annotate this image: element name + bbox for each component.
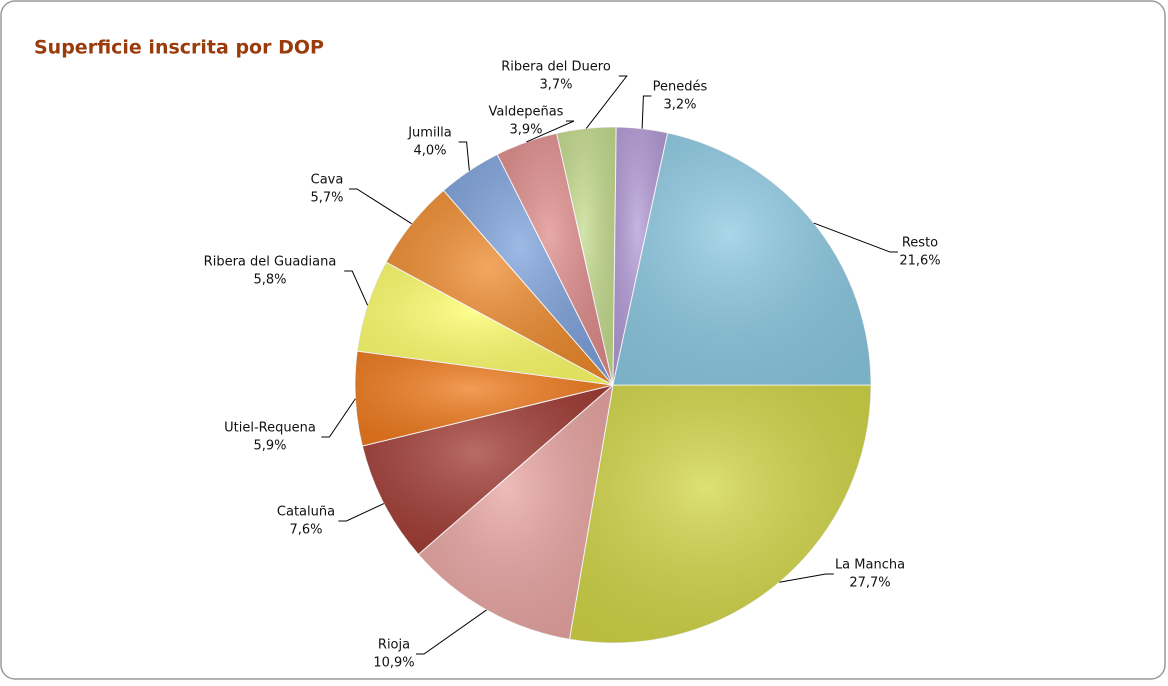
slice-label: Valdepeñas — [489, 105, 564, 120]
leader-line — [641, 95, 652, 129]
leader-line — [585, 75, 628, 129]
slice-value: 4,0% — [413, 144, 446, 159]
slice-value: 5,7% — [310, 191, 343, 206]
slice-value: 21,6% — [899, 254, 940, 269]
slice-value: 3,9% — [509, 123, 542, 138]
slice-label: Penedés — [653, 80, 708, 95]
slice-value: 27,7% — [849, 576, 890, 591]
leader-line — [349, 188, 412, 225]
slice-value: 3,2% — [663, 98, 696, 113]
slice-value: 7,6% — [289, 523, 322, 538]
slice-label: Cava — [311, 173, 344, 188]
leader-line — [813, 222, 898, 253]
slice-value: 5,8% — [253, 273, 286, 288]
leader-line — [344, 270, 369, 306]
leader-line — [458, 141, 470, 171]
leader-line — [416, 609, 487, 655]
slice-value: 3,7% — [539, 78, 572, 93]
slice-value: 5,9% — [253, 439, 286, 454]
slice-label: Rioja — [378, 638, 410, 653]
slice-label: Jumilla — [407, 126, 452, 141]
slice-label: Utiel-Requena — [224, 421, 316, 436]
leader-line — [321, 398, 356, 438]
leader-line — [779, 573, 834, 583]
chart-title: Superficie inscrita por DOP — [34, 37, 324, 59]
leader-line — [338, 503, 385, 522]
leader-line — [526, 120, 575, 143]
slice-label: Ribera del Guadiana — [204, 255, 337, 270]
slice-label: La Mancha — [835, 558, 905, 573]
slice-label: Ribera del Duero — [501, 60, 611, 75]
slice-label: Resto — [902, 236, 938, 251]
slice-label: Cataluña — [277, 505, 335, 520]
slice-value: 10,9% — [373, 656, 414, 671]
